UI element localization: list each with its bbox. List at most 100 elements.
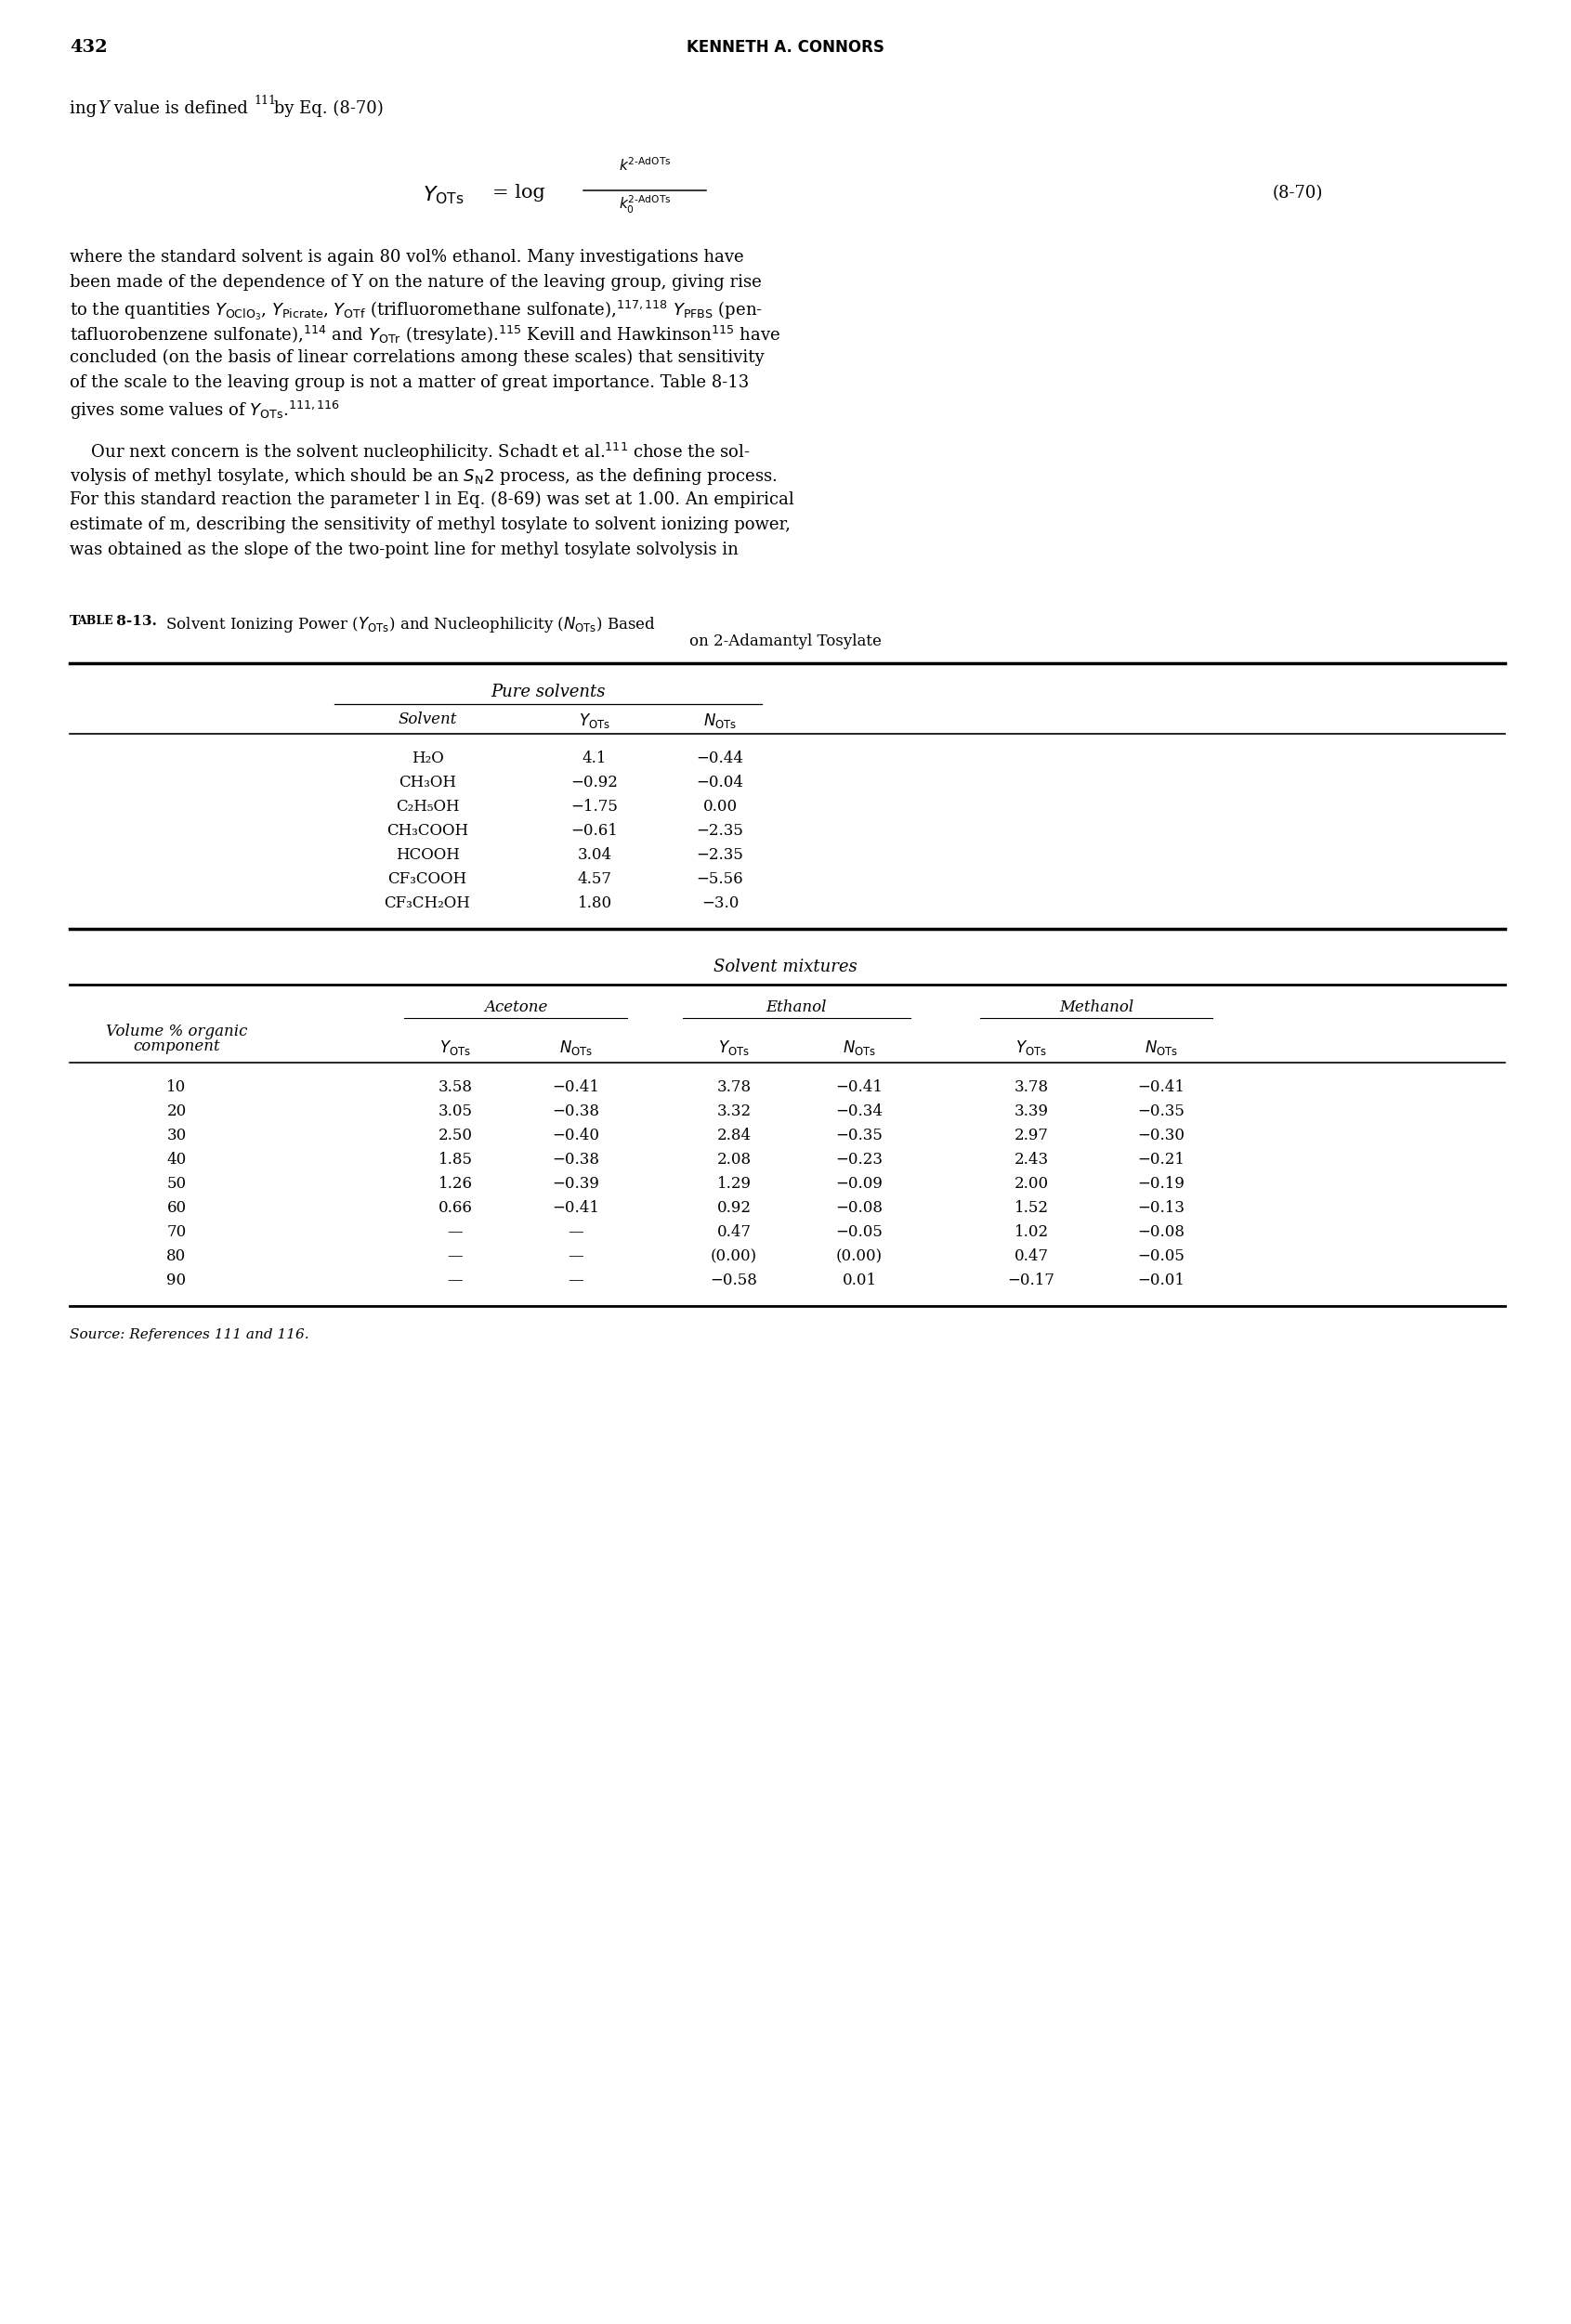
Text: ing: ing [69, 100, 102, 116]
Text: $Y_{\rm OTs}$: $Y_{\rm OTs}$ [718, 1039, 749, 1057]
Text: −0.38: −0.38 [553, 1153, 600, 1167]
Text: = log: = log [492, 184, 545, 202]
Text: 60: 60 [167, 1199, 187, 1215]
Text: gives some values of $Y_{\rm OTs}$.$^{111,116}$: gives some values of $Y_{\rm OTs}$.$^{11… [69, 400, 339, 421]
Text: $N_{\rm OTs}$: $N_{\rm OTs}$ [1145, 1039, 1178, 1057]
Text: CF₃COOH: CF₃COOH [388, 872, 467, 888]
Text: T: T [69, 616, 80, 627]
Text: −0.08: −0.08 [836, 1199, 883, 1215]
Text: component: component [134, 1039, 220, 1055]
Text: Solvent mixtures: Solvent mixtures [713, 957, 856, 976]
Text: (8-70): (8-70) [1273, 186, 1323, 202]
Text: −0.40: −0.40 [553, 1127, 600, 1143]
Text: —: — [448, 1248, 463, 1264]
Text: −1.75: −1.75 [570, 799, 619, 816]
Text: Our next concern is the solvent nucleophilicity. Schadt et al.$^{111}$ chose the: Our next concern is the solvent nucleoph… [69, 442, 751, 462]
Text: −0.21: −0.21 [1137, 1153, 1185, 1167]
Text: −0.05: −0.05 [836, 1225, 883, 1241]
Text: −2.35: −2.35 [696, 848, 743, 862]
Text: $k_0^{\rm 2\text{-}AdOTs}$: $k_0^{\rm 2\text{-}AdOTs}$ [619, 195, 671, 216]
Text: CH₃OH: CH₃OH [399, 774, 456, 790]
Text: on 2-Adamantyl Tosylate: on 2-Adamantyl Tosylate [690, 634, 881, 648]
Text: 80: 80 [167, 1248, 187, 1264]
Text: −0.23: −0.23 [836, 1153, 883, 1167]
Text: Y: Y [97, 100, 108, 116]
Text: to the quantities $Y_{\rm OClO_3}$, $Y_{\rm Picrate}$, $Y_{\rm OTf}$ (trifluorom: to the quantities $Y_{\rm OClO_3}$, $Y_{… [69, 300, 762, 323]
Text: 20: 20 [167, 1104, 187, 1120]
Text: (0.00): (0.00) [836, 1248, 883, 1264]
Text: Source: References 111 and 116.: Source: References 111 and 116. [69, 1329, 309, 1341]
Text: 2.84: 2.84 [716, 1127, 751, 1143]
Text: 1.80: 1.80 [577, 895, 611, 911]
Text: —: — [448, 1274, 463, 1287]
Text: 0.66: 0.66 [438, 1199, 473, 1215]
Text: −0.41: −0.41 [553, 1078, 600, 1095]
Text: Volume % organic: Volume % organic [105, 1023, 247, 1039]
Text: −0.38: −0.38 [553, 1104, 600, 1120]
Text: 3.32: 3.32 [716, 1104, 751, 1120]
Text: Solvent: Solvent [397, 711, 457, 727]
Text: of the scale to the leaving group is not a matter of great importance. Table 8-1: of the scale to the leaving group is not… [69, 374, 749, 390]
Text: Acetone: Acetone [484, 999, 547, 1016]
Text: 2.08: 2.08 [716, 1153, 751, 1167]
Text: was obtained as the slope of the two-point line for methyl tosylate solvolysis i: was obtained as the slope of the two-poi… [69, 541, 738, 558]
Text: 0.47: 0.47 [1013, 1248, 1048, 1264]
Text: 1.85: 1.85 [438, 1153, 473, 1167]
Text: $Y_{\rm OTs}$: $Y_{\rm OTs}$ [1015, 1039, 1046, 1057]
Text: 3.58: 3.58 [438, 1078, 473, 1095]
Text: 90: 90 [167, 1274, 187, 1287]
Text: −0.44: −0.44 [696, 751, 743, 767]
Text: −0.01: −0.01 [1137, 1274, 1185, 1287]
Text: Ethanol: Ethanol [767, 999, 826, 1016]
Text: CH₃COOH: CH₃COOH [386, 823, 468, 839]
Text: −0.34: −0.34 [836, 1104, 883, 1120]
Text: 0.47: 0.47 [716, 1225, 751, 1241]
Text: $k^{\rm 2\text{-}AdOTs}$: $k^{\rm 2\text{-}AdOTs}$ [619, 156, 671, 174]
Text: −5.56: −5.56 [696, 872, 743, 888]
Text: −2.35: −2.35 [696, 823, 743, 839]
Text: 3.04: 3.04 [577, 848, 611, 862]
Text: $Y_{\rm OTs}$: $Y_{\rm OTs}$ [440, 1039, 471, 1057]
Text: 1.02: 1.02 [1013, 1225, 1048, 1241]
Text: value is defined: value is defined [108, 100, 248, 116]
Text: −0.04: −0.04 [696, 774, 743, 790]
Text: −0.61: −0.61 [570, 823, 619, 839]
Text: 4.1: 4.1 [583, 751, 606, 767]
Text: 1.29: 1.29 [716, 1176, 751, 1192]
Text: −3.0: −3.0 [701, 895, 738, 911]
Text: Methanol: Methanol [1059, 999, 1134, 1016]
Text: ABLE: ABLE [77, 616, 113, 627]
Text: −0.05: −0.05 [1137, 1248, 1185, 1264]
Text: 70: 70 [167, 1225, 187, 1241]
Text: where the standard solvent is again 80 vol% ethanol. Many investigations have: where the standard solvent is again 80 v… [69, 249, 743, 265]
Text: $Y_{\rm OTs}$: $Y_{\rm OTs}$ [423, 184, 465, 207]
Text: −0.19: −0.19 [1137, 1176, 1185, 1192]
Text: estimate of m, describing the sensitivity of methyl tosylate to solvent ionizing: estimate of m, describing the sensitivit… [69, 516, 790, 532]
Text: −0.41: −0.41 [553, 1199, 600, 1215]
Text: −0.13: −0.13 [1137, 1199, 1185, 1215]
Text: Solvent Ionizing Power ($Y_{\rm OTs}$) and Nucleophilicity ($N_{\rm OTs}$) Based: Solvent Ionizing Power ($Y_{\rm OTs}$) a… [156, 616, 657, 634]
Text: $N_{\rm OTs}$: $N_{\rm OTs}$ [704, 711, 737, 730]
Text: 3.05: 3.05 [438, 1104, 473, 1120]
Text: CF₃CH₂OH: CF₃CH₂OH [385, 895, 470, 911]
Text: (0.00): (0.00) [710, 1248, 757, 1264]
Text: C₂H₅OH: C₂H₅OH [396, 799, 459, 816]
Text: 8-13.: 8-13. [112, 616, 157, 627]
Text: 3.78: 3.78 [716, 1078, 751, 1095]
Text: 10: 10 [167, 1078, 187, 1095]
Text: 111: 111 [253, 95, 276, 107]
Text: 2.00: 2.00 [1013, 1176, 1048, 1192]
Text: 0.01: 0.01 [842, 1274, 877, 1287]
Text: 2.97: 2.97 [1013, 1127, 1048, 1143]
Text: —: — [569, 1274, 584, 1287]
Text: HCOOH: HCOOH [396, 848, 459, 862]
Text: 1.52: 1.52 [1013, 1199, 1048, 1215]
Text: 2.50: 2.50 [438, 1127, 473, 1143]
Text: been made of the dependence of Y on the nature of the leaving group, giving rise: been made of the dependence of Y on the … [69, 274, 762, 290]
Text: −0.39: −0.39 [553, 1176, 600, 1192]
Text: −0.92: −0.92 [570, 774, 619, 790]
Text: −0.17: −0.17 [1007, 1274, 1054, 1287]
Text: concluded (on the basis of linear correlations among these scales) that sensitiv: concluded (on the basis of linear correl… [69, 349, 764, 367]
Text: —: — [569, 1225, 584, 1241]
Text: 30: 30 [167, 1127, 187, 1143]
